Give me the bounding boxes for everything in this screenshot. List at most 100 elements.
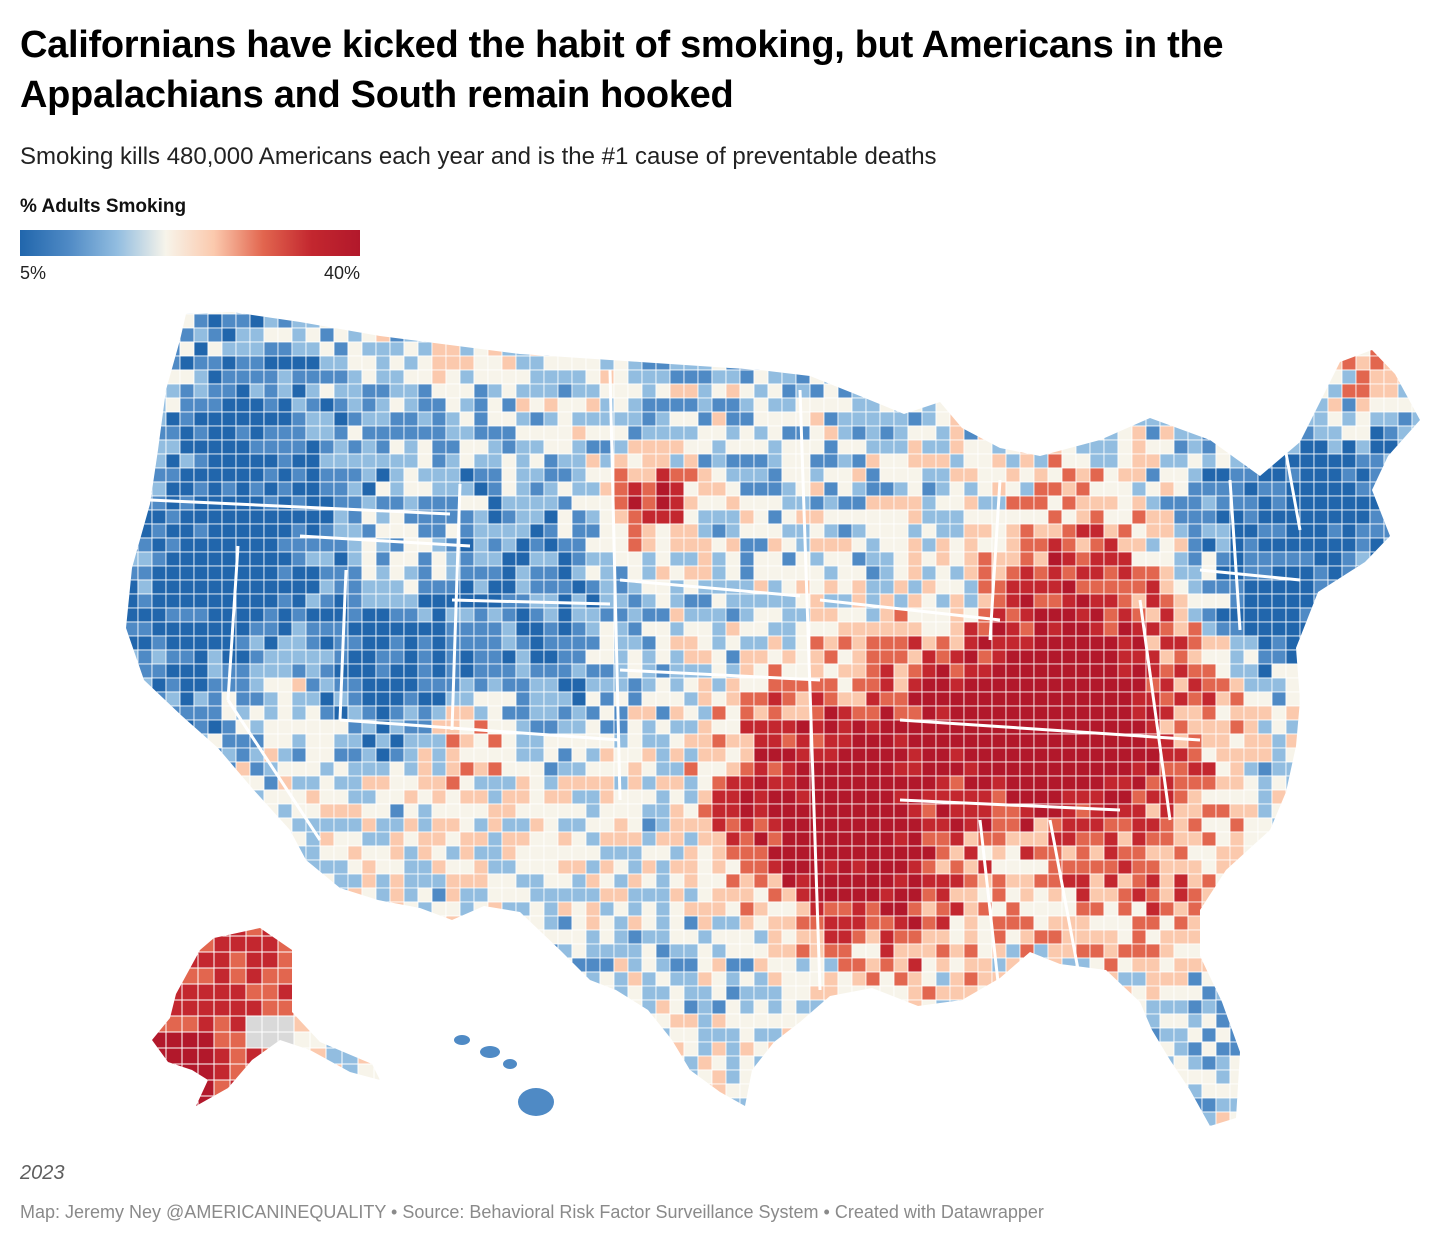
county-cell [361,817,377,833]
county-cell [361,971,377,987]
county-cell [1383,481,1399,497]
county-cell [137,915,153,931]
county-cell [739,747,755,763]
county-cell [347,467,363,483]
county-cell [1103,775,1119,791]
county-cell [1383,312,1399,315]
county-cell [1019,593,1035,609]
county-cell [585,369,601,385]
county-cell [361,1013,377,1029]
county-cell [333,551,349,567]
county-cell [543,845,559,861]
county-cell [823,397,839,413]
county-cell [501,775,517,791]
county-cell [361,551,377,567]
county-cell [935,397,951,413]
county-cell [739,901,755,917]
county-cell [585,649,601,665]
county-cell [1145,901,1161,917]
county-cell [1075,831,1091,847]
county-cell [1299,705,1315,721]
county-cell [1145,565,1161,581]
county-cell [1019,509,1035,525]
county-cell [641,509,657,525]
county-cell [1075,747,1091,763]
county-cell [641,719,657,735]
county-cell [375,929,391,945]
county-cell [151,411,167,427]
county-cell [1005,999,1021,1015]
county-cell [1159,509,1175,525]
county-cell [1341,845,1357,861]
county-cell [711,1027,727,1043]
county-cell [599,369,615,385]
county-cell [781,621,797,637]
county-cell [151,915,167,931]
county-cell [137,593,153,609]
county-cell [739,915,755,931]
county-cell [193,691,209,707]
county-cell [1117,495,1133,511]
county-cell [193,481,209,497]
county-cell [1215,985,1231,1001]
county-cell [571,691,587,707]
county-cell [305,481,321,497]
county-cell [193,761,209,777]
county-cell [725,789,741,805]
county-cell [1201,607,1217,623]
county-cell [1075,663,1091,679]
county-cell [711,789,727,805]
county-cell [1215,635,1231,651]
county-cell [1411,929,1420,945]
county-cell [1159,327,1175,343]
county-cell [725,509,741,525]
county-cell [669,915,685,931]
county-cell [1033,453,1049,469]
county-cell [543,537,559,553]
county-cell [1243,313,1259,329]
county-cell [445,411,461,427]
county-cell [319,313,335,329]
county-cell [963,481,979,497]
county-cell [627,747,643,763]
county-cell [1397,537,1413,553]
county-cell [571,411,587,427]
county-cell [515,313,531,329]
county-cell [585,523,601,539]
county-cell [1229,901,1245,917]
county-cell [1426,398,1440,412]
county-cell [921,495,937,511]
county-cell [585,831,601,847]
county-cell [1271,355,1287,371]
county-cell [585,901,601,917]
county-cell [683,1027,699,1043]
county-cell [305,537,321,553]
county-cell [1243,369,1259,385]
county-cell [1187,551,1203,567]
county-cell [179,313,195,329]
county-cell [879,579,895,595]
county-cell [1271,369,1287,385]
county-cell [1019,999,1035,1015]
county-cell [473,523,489,539]
county-cell [1089,495,1105,511]
county-cell [823,579,839,595]
county-cell [1033,775,1049,791]
county-cell [1271,845,1287,861]
county-cell [501,383,517,399]
county-cell [1187,929,1203,945]
county-cell [1341,817,1357,833]
county-cell [1411,467,1420,483]
county-cell [851,649,867,665]
county-cell [1061,621,1077,637]
county-cell [487,691,503,707]
county-cell [137,649,153,665]
county-cell [543,341,559,357]
county-cell [431,593,447,609]
county-cell [1411,887,1420,903]
county-cell [403,929,419,945]
county-cell [879,859,895,875]
county-cell [893,453,909,469]
county-cell [333,845,349,861]
county-cell [193,677,209,693]
